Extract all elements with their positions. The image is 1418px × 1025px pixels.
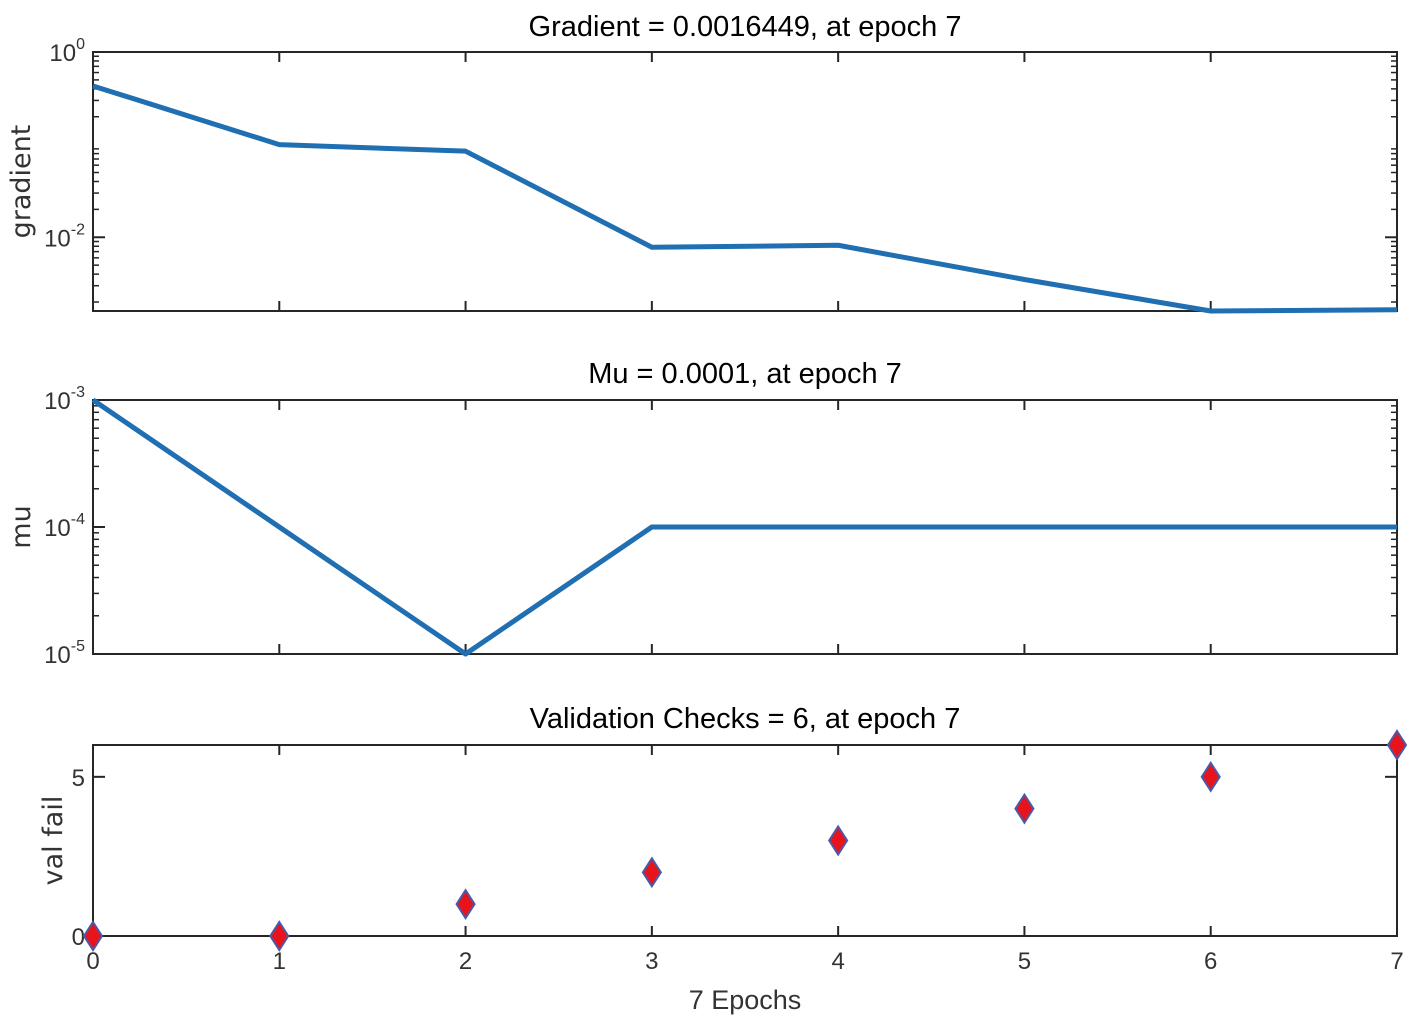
y-tick-label-base: 10 — [49, 40, 76, 67]
y-tick-label-exp: -5 — [71, 638, 85, 655]
x-tick-label: 4 — [831, 948, 844, 975]
x-tick-label: 0 — [86, 948, 99, 975]
panel-2-series-line — [91, 397, 1397, 657]
panel-1-axes-box — [92, 51, 1398, 312]
x-tick-label: 5 — [1018, 948, 1031, 975]
x-tick-label: 6 — [1204, 948, 1217, 975]
panel-3-title: Validation Checks = 6, at epoch 7 — [530, 703, 961, 735]
y-tick-label: 5 — [72, 765, 85, 792]
panel-1-title: Gradient = 0.0016449, at epoch 7 — [529, 11, 962, 43]
x-tick-label: 3 — [645, 948, 658, 975]
panel-1-ylabel: gradient — [6, 125, 37, 239]
y-tick-label: 10-3 — [44, 384, 85, 415]
y-tick-label-base: 10 — [44, 388, 71, 415]
x-tick-label: 1 — [273, 948, 286, 975]
y-tick-label-exp: 0 — [76, 36, 85, 53]
val-fail-point — [1014, 792, 1035, 825]
val-fail-point — [82, 920, 104, 952]
y-tick-label-exp: -3 — [71, 384, 85, 401]
panel-3: Validation Checks = 6, at epoch 7 val fai… — [38, 703, 1408, 1015]
y-tick-label-base: 10 — [44, 642, 71, 669]
val-fail-point — [1200, 760, 1221, 793]
panel-1-series-line — [92, 83, 1398, 314]
y-tick-label: 10-5 — [44, 638, 85, 669]
x-tick-label: 2 — [459, 948, 472, 975]
val-fail-point — [269, 920, 290, 952]
panel-3-axes-box — [92, 744, 1398, 937]
panel-3-ylabel: val fail — [38, 796, 69, 886]
val-fail-point — [1386, 729, 1408, 761]
panel-1: Gradient = 0.0016449, at epoch 7 gradient… — [6, 11, 1398, 314]
y-tick-label-exp: -4 — [71, 511, 85, 528]
panel-2-title: Mu = 0.0001, at epoch 7 — [588, 358, 902, 390]
val-fail-point — [455, 888, 476, 921]
y-tick-label-base: 10 — [44, 225, 71, 252]
y-tick-label-base: 10 — [44, 515, 71, 542]
x-tick-label: 7 — [1390, 948, 1403, 975]
val-fail-point — [827, 824, 849, 857]
y-tick-label: 100 — [49, 36, 85, 67]
y-tick-label: 0 — [72, 924, 85, 951]
x-axis-label: 7 Epochs — [689, 985, 802, 1015]
y-tick-label: 10-4 — [44, 511, 85, 542]
panel-2-ylabel: mu — [6, 505, 37, 548]
y-tick-label: 10-2 — [44, 221, 85, 252]
y-tick-label-exp: -2 — [71, 221, 85, 238]
val-fail-point — [641, 856, 663, 889]
